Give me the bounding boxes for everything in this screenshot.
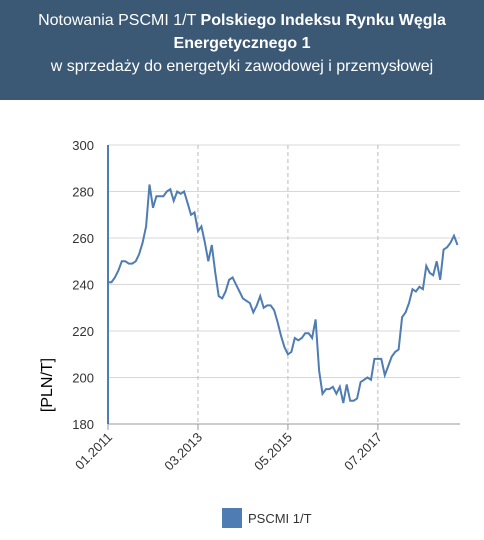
y-tick-label: 260 xyxy=(72,231,94,246)
y-tick-label: 280 xyxy=(72,185,94,200)
title-prefix: Notowania PSCMI 1/T xyxy=(38,12,197,29)
y-axis-label: [PLN/T] xyxy=(39,358,56,412)
x-tick-label: 03.2013 xyxy=(161,430,205,474)
x-tick-label: 05.2015 xyxy=(251,430,295,474)
y-tick-label: 220 xyxy=(72,324,94,339)
chart: [PLN/T] 180 200 220 240 260 280 300 01.2011 03.2… xyxy=(39,138,460,528)
y-tick-label: 200 xyxy=(72,371,94,386)
header: Notowania PSCMI 1/T Polskiego Indeksu Ry… xyxy=(0,0,484,100)
subtitle: w sprzedaży do energetyki zawodowej i pr… xyxy=(50,58,434,75)
legend-label: PSCMI 1/T xyxy=(248,511,312,526)
legend-swatch xyxy=(222,508,242,528)
series-line xyxy=(108,184,459,404)
y-tick-label: 240 xyxy=(72,278,94,293)
x-tick-label: 07.2017 xyxy=(341,430,385,474)
y-tick-label: 180 xyxy=(72,417,94,432)
title-bold: Polskiego Indeksu Rynku Węgla Energetycz… xyxy=(173,12,446,52)
x-tick-label: 01.2011 xyxy=(72,430,115,473)
y-tick-label: 300 xyxy=(72,138,94,153)
